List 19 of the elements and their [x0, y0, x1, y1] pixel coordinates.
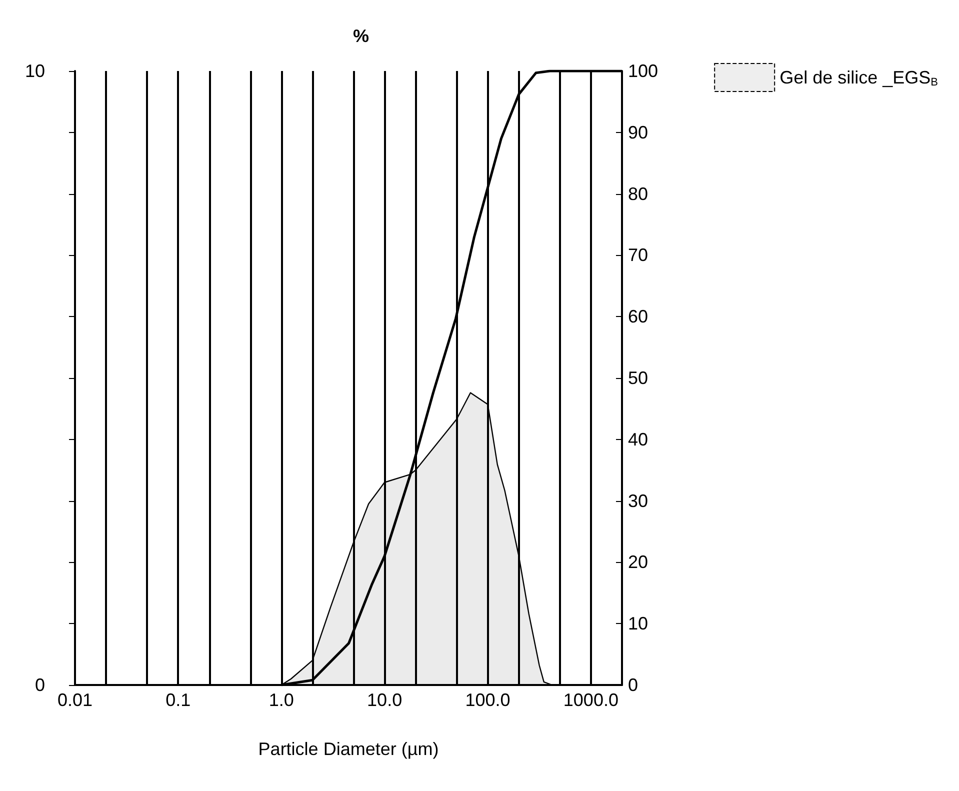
y2-tick-label: 20 [628, 552, 648, 572]
x-tick-label: 100.0 [465, 690, 510, 710]
y2-tick-label: 80 [628, 184, 648, 204]
y2-tick-label: 10 [628, 614, 648, 634]
x-tick-label: 1000.0 [563, 690, 618, 710]
y2-tick-label: 50 [628, 368, 648, 388]
x-axis-title: Particle Diameter (µm) [258, 739, 439, 759]
y2-tick-label: 100 [628, 61, 658, 81]
y2-tick-label: 70 [628, 245, 648, 266]
x-tick-label: 10.0 [367, 690, 402, 710]
x-tick-label: 1.0 [268, 690, 294, 710]
y2-tick-label: 90 [628, 122, 648, 142]
x-tick-label: 0.1 [166, 690, 191, 710]
chart-title: % [352, 26, 370, 46]
y2-tick-label: 40 [628, 429, 648, 450]
y2-tick-label: 0 [628, 675, 638, 695]
y2-tick-label: 60 [628, 306, 648, 327]
x-tick-label: 0.01 [57, 690, 93, 710]
y2-tick-label: 30 [628, 490, 648, 511]
